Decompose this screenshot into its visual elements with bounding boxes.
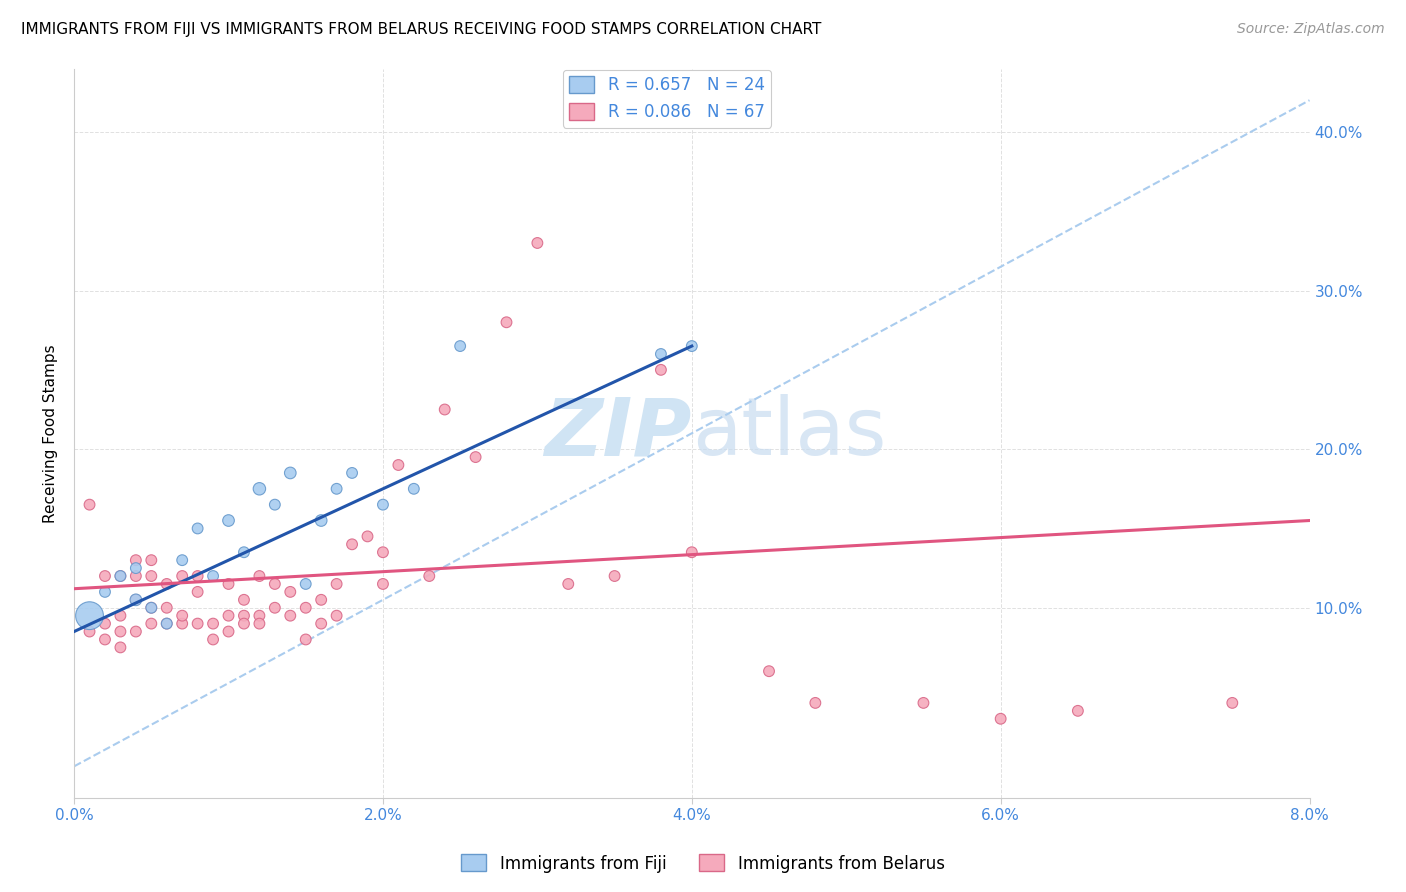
Point: [294, 577, 316, 591]
Point: [247, 616, 270, 631]
Point: [125, 561, 148, 575]
Point: [141, 600, 163, 615]
Point: [247, 608, 270, 623]
Point: [79, 498, 101, 512]
Point: [141, 600, 163, 615]
Point: [371, 498, 394, 512]
Point: [125, 624, 148, 639]
Point: [156, 616, 179, 631]
Point: [1220, 696, 1243, 710]
Point: [141, 569, 163, 583]
Point: [125, 592, 148, 607]
Point: [356, 529, 378, 543]
Point: [187, 585, 209, 599]
Point: [325, 608, 347, 623]
Point: [294, 600, 316, 615]
Legend: R = 0.657   N = 24, R = 0.086   N = 67: R = 0.657 N = 24, R = 0.086 N = 67: [562, 70, 772, 128]
Point: [433, 402, 456, 417]
Point: [603, 569, 626, 583]
Y-axis label: Receiving Food Stamps: Receiving Food Stamps: [44, 344, 58, 523]
Point: [325, 482, 347, 496]
Point: [758, 664, 780, 678]
Point: [557, 577, 579, 591]
Point: [263, 498, 285, 512]
Point: [990, 712, 1012, 726]
Point: [263, 600, 285, 615]
Point: [1067, 704, 1090, 718]
Point: [340, 466, 363, 480]
Point: [187, 616, 209, 631]
Point: [681, 545, 703, 559]
Point: [141, 616, 163, 631]
Point: [94, 616, 117, 631]
Point: [110, 608, 132, 623]
Point: [278, 608, 301, 623]
Point: [202, 569, 225, 583]
Point: [110, 569, 132, 583]
Point: [681, 339, 703, 353]
Point: [294, 632, 316, 647]
Point: [110, 569, 132, 583]
Point: [218, 624, 240, 639]
Point: [125, 569, 148, 583]
Point: [233, 545, 256, 559]
Point: [172, 553, 194, 567]
Point: [650, 347, 672, 361]
Point: [94, 569, 117, 583]
Point: [340, 537, 363, 551]
Point: [172, 608, 194, 623]
Point: [804, 696, 827, 710]
Point: [110, 624, 132, 639]
Point: [233, 592, 256, 607]
Point: [418, 569, 440, 583]
Point: [247, 482, 270, 496]
Point: [172, 569, 194, 583]
Point: [202, 616, 225, 631]
Point: [233, 616, 256, 631]
Point: [141, 553, 163, 567]
Point: [464, 450, 486, 464]
Point: [94, 632, 117, 647]
Text: ZIP: ZIP: [544, 394, 692, 472]
Text: Source: ZipAtlas.com: Source: ZipAtlas.com: [1237, 22, 1385, 37]
Point: [202, 632, 225, 647]
Point: [309, 514, 332, 528]
Point: [495, 315, 517, 329]
Point: [218, 514, 240, 528]
Point: [233, 608, 256, 623]
Point: [247, 569, 270, 583]
Point: [309, 592, 332, 607]
Point: [371, 577, 394, 591]
Point: [325, 577, 347, 591]
Point: [371, 545, 394, 559]
Point: [172, 616, 194, 631]
Point: [449, 339, 471, 353]
Legend: Immigrants from Fiji, Immigrants from Belarus: Immigrants from Fiji, Immigrants from Be…: [454, 847, 952, 880]
Point: [156, 600, 179, 615]
Point: [278, 466, 301, 480]
Point: [309, 616, 332, 631]
Point: [278, 585, 301, 599]
Point: [94, 585, 117, 599]
Point: [79, 624, 101, 639]
Point: [79, 608, 101, 623]
Text: atlas: atlas: [692, 394, 886, 472]
Text: IMMIGRANTS FROM FIJI VS IMMIGRANTS FROM BELARUS RECEIVING FOOD STAMPS CORRELATIO: IMMIGRANTS FROM FIJI VS IMMIGRANTS FROM …: [21, 22, 821, 37]
Point: [187, 521, 209, 535]
Point: [402, 482, 425, 496]
Point: [125, 592, 148, 607]
Point: [125, 553, 148, 567]
Point: [912, 696, 935, 710]
Point: [218, 608, 240, 623]
Point: [156, 616, 179, 631]
Point: [156, 577, 179, 591]
Point: [526, 235, 548, 250]
Point: [387, 458, 409, 472]
Point: [263, 577, 285, 591]
Point: [218, 577, 240, 591]
Point: [110, 640, 132, 655]
Point: [187, 569, 209, 583]
Point: [650, 363, 672, 377]
